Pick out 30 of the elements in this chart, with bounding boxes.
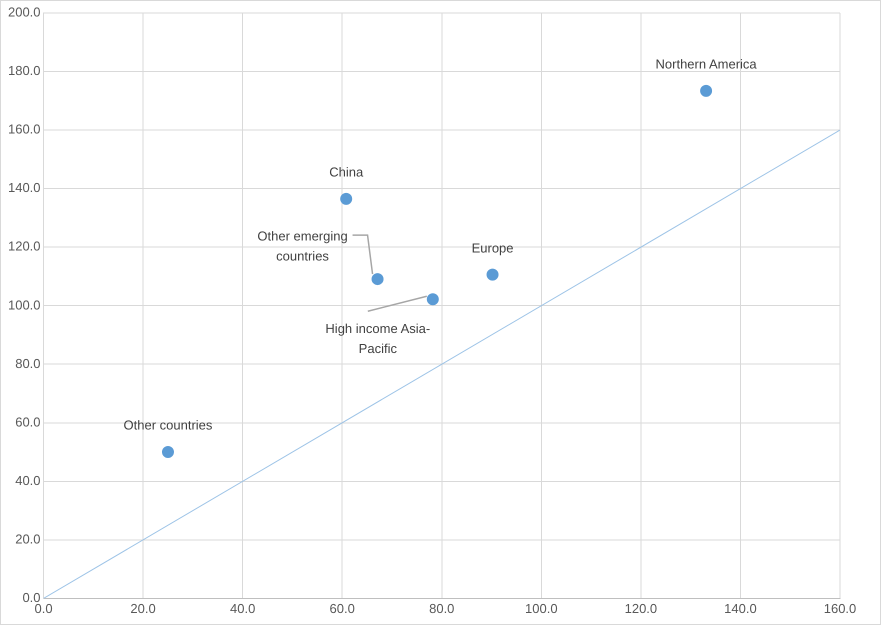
- x-tick-label: 140.0: [724, 600, 757, 616]
- point: [426, 293, 439, 306]
- y-tick-label: 140.0: [8, 180, 41, 196]
- annotation: China: [329, 164, 364, 180]
- point: [486, 268, 499, 281]
- x-tick-label: 120.0: [624, 600, 658, 616]
- annotation: High income Asia-Pacific: [325, 320, 430, 356]
- y-tick-label: 200.0: [8, 4, 41, 20]
- annotation: Northern America: [656, 56, 758, 72]
- y-tick-label: 60.0: [15, 414, 41, 430]
- x-tick-label: 100.0: [525, 600, 558, 616]
- y-tick-label: 100.0: [8, 297, 41, 312]
- y-tick-label: 40.0: [15, 472, 41, 488]
- y-tick-label: 120.0: [8, 238, 41, 254]
- y-tick-label: 20.0: [15, 531, 41, 546]
- point: [340, 192, 352, 205]
- annotation: Europe: [472, 240, 514, 256]
- point: [162, 446, 174, 458]
- x-tick-label: 60.0: [330, 600, 355, 616]
- x-tick-label: 20.0: [130, 600, 156, 616]
- x-tick-label: 160.0: [824, 600, 856, 616]
- x-tick-label: 80.0: [429, 600, 454, 616]
- point: [700, 84, 712, 97]
- point: [372, 273, 384, 286]
- annotation: Other emerging countries: [257, 228, 348, 264]
- y-tick-label: 180.0: [8, 63, 41, 78]
- x-tick-label: 40.0: [230, 600, 256, 616]
- y-tick-label: 160.0: [8, 122, 41, 137]
- annotation: Other countries: [124, 418, 213, 433]
- y-tick-label: 80.0: [15, 356, 41, 371]
